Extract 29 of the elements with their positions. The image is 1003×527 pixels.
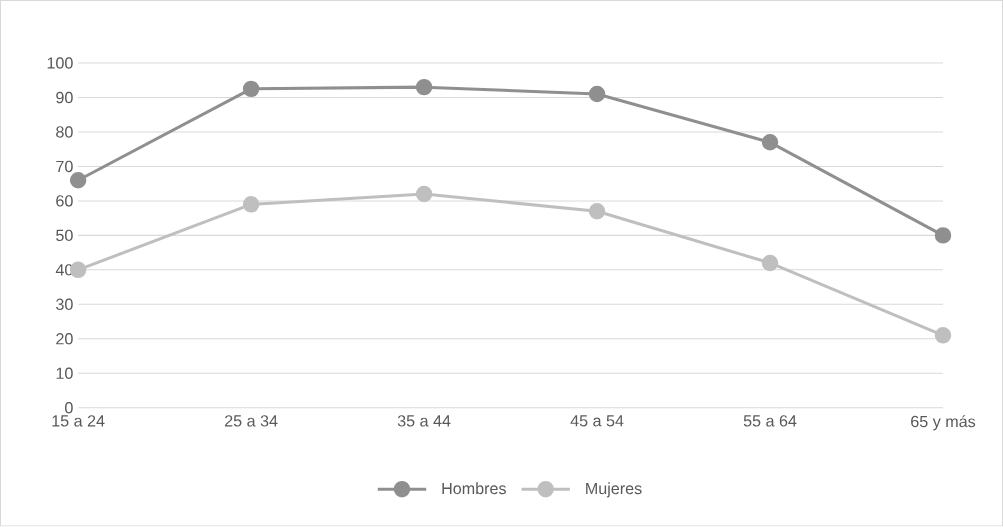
- x-tick-label: 15 a 24: [52, 415, 105, 427]
- y-tick-label: 90: [56, 92, 73, 104]
- point: [242, 80, 260, 98]
- point: [588, 203, 606, 220]
- point: [415, 186, 433, 203]
- point: [934, 327, 952, 344]
- point: [69, 172, 87, 189]
- point: [588, 86, 606, 103]
- y-tick-label: 80: [56, 126, 73, 138]
- point: [242, 196, 260, 213]
- x-tick-label: 65 y más: [911, 415, 976, 431]
- legend-label: Mujeres: [586, 482, 642, 498]
- y-tick-label: 50: [56, 229, 73, 242]
- y-tick-label: 100: [47, 57, 73, 69]
- x-tick-label: 25 a 34: [225, 415, 278, 427]
- point: [761, 254, 779, 272]
- x-tick-label: 35 a 44: [397, 415, 451, 427]
- point: [934, 227, 952, 244]
- y-tick-label: 70: [56, 160, 73, 173]
- y-tick-label: 20: [56, 333, 73, 345]
- x-tick-label: 55 a 64: [743, 415, 797, 427]
- y-tick-label: 30: [56, 298, 73, 311]
- x-tick-label: 45 a 54: [570, 415, 624, 427]
- point: [761, 134, 779, 151]
- y-tick-label: 60: [56, 195, 73, 207]
- y-tick-label: 0: [65, 402, 73, 414]
- y-tick-label: 10: [56, 367, 73, 380]
- point: [415, 79, 433, 96]
- legend-label: Hombres: [442, 482, 506, 495]
